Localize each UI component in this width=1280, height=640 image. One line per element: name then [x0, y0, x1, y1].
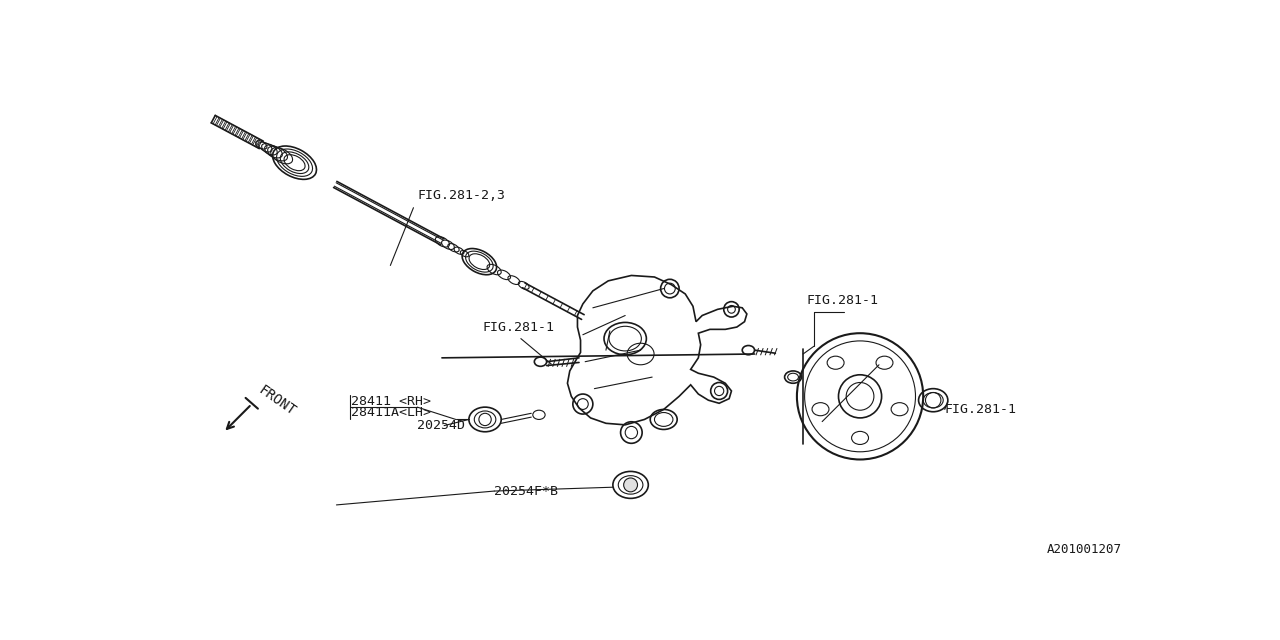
Text: 28411 <RH>: 28411 <RH> — [351, 395, 431, 408]
Text: FIG.281-1: FIG.281-1 — [483, 321, 554, 334]
Text: FIG.281-2,3: FIG.281-2,3 — [417, 189, 506, 202]
Circle shape — [623, 478, 637, 492]
Text: 20254D: 20254D — [417, 419, 466, 432]
Text: FRONT: FRONT — [256, 383, 298, 419]
Text: FIG.281-1: FIG.281-1 — [945, 403, 1016, 416]
Text: 28411A<LH>: 28411A<LH> — [351, 406, 431, 419]
Text: A201001207: A201001207 — [1047, 543, 1121, 556]
Text: 20254F*B: 20254F*B — [494, 484, 558, 497]
Text: FIG.281-1: FIG.281-1 — [806, 294, 878, 307]
